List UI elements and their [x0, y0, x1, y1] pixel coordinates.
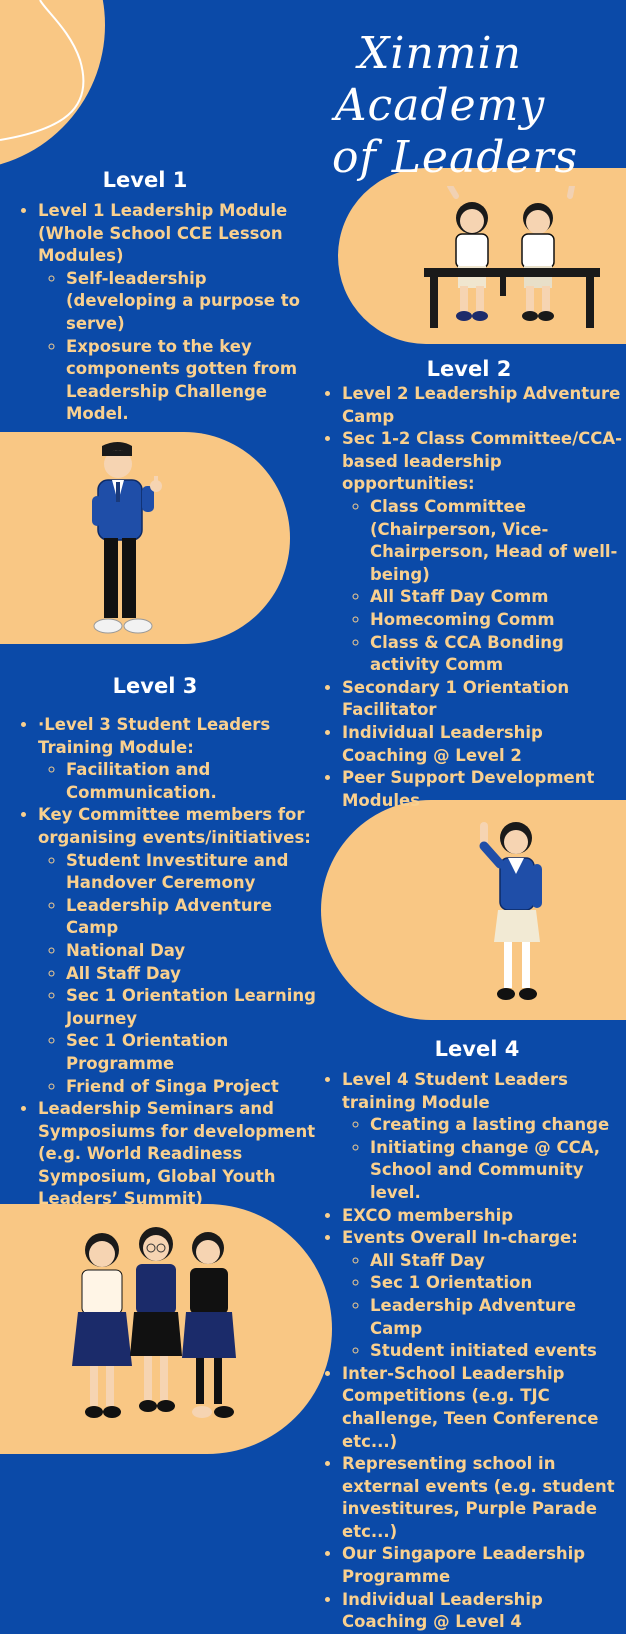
list-item: Leadership Seminars and Symposiums for d…	[38, 1098, 316, 1211]
sub-list-item: Class & CCA Bonding activity Comm	[370, 632, 626, 677]
level3-list: ·Level 3 Student Leaders Training Module…	[16, 714, 316, 1211]
sub-list-item: Student Investiture and Handover Ceremon…	[66, 850, 316, 895]
list-item-text: ·Level 3 Student Leaders Training Module…	[38, 715, 271, 757]
student-right-icon	[521, 186, 575, 321]
list-item: Events Overall In-charge: All Staff Day …	[342, 1227, 626, 1363]
sub-list-item: Homecoming Comm	[370, 609, 626, 632]
student-a-icon	[72, 1233, 132, 1418]
title-line2: of Leaders	[331, 132, 579, 183]
sub-list-item: Self-leadership (developing a purpose to…	[66, 268, 306, 336]
sub-list-item: All Staff Day	[66, 963, 316, 986]
list-item: Individual Leadership Coaching @ Level 2	[342, 722, 626, 767]
sub-list-item: National Day	[66, 940, 316, 963]
list-item-text: Level 4 Student Leaders training Module	[342, 1070, 568, 1112]
level2-list: Level 2 Leadership Adventure Camp Sec 1-…	[320, 383, 626, 812]
level3-section: ·Level 3 Student Leaders Training Module…	[16, 714, 316, 1211]
list-item: ·Level 3 Student Leaders Training Module…	[38, 714, 316, 804]
level4-list: Level 4 Student Leaders training Module …	[320, 1069, 626, 1634]
two-students-at-desk-illustration	[424, 186, 600, 328]
list-item: Individual Leadership Coaching @ Level 4	[342, 1589, 626, 1634]
student-left-icon	[447, 186, 489, 321]
list-item: Secondary 1 Orientation Facilitator	[342, 677, 626, 722]
sub-list-item: Creating a lasting change	[370, 1114, 626, 1137]
page-title: Xinmin Academy of Leaders	[270, 28, 610, 184]
list-item-text: Key Committee members for organising eve…	[38, 805, 311, 847]
level1-heading: Level 1	[102, 168, 188, 192]
list-item: Our Singapore Leadership Programme	[342, 1543, 626, 1588]
sub-list-item: Facilitation and Communication.	[66, 759, 316, 804]
list-item: Inter-School Leadership Competitions (e.…	[342, 1363, 626, 1453]
sub-list-item: Leadership Adventure Camp	[370, 1295, 626, 1340]
sub-list-item: Leadership Adventure Camp	[66, 895, 316, 940]
level2-section: Level 2 Leadership Adventure Camp Sec 1-…	[320, 383, 626, 812]
student-b-icon	[130, 1227, 182, 1412]
student-c-icon	[182, 1232, 236, 1418]
girl-student-waving-illustration	[479, 822, 542, 1000]
list-item-text: Sec 1-2 Class Committee/CCA-based leader…	[342, 429, 622, 494]
sub-list-item: Student initiated events	[370, 1340, 626, 1363]
list-item: Representing school in external events (…	[342, 1453, 626, 1543]
level4-heading: Level 4	[434, 1037, 520, 1061]
desk-icon	[424, 268, 600, 328]
list-item-text: Events Overall In-charge:	[342, 1228, 578, 1248]
sub-list-item: All Staff Day Comm	[370, 586, 626, 609]
level4-section: Level 4 Student Leaders training Module …	[320, 1069, 626, 1634]
sub-list-item: Sec 1 Orientation Programme	[66, 1030, 316, 1075]
swirl-line	[0, 0, 85, 141]
sub-list-item: Initiating change @ CCA, School and Comm…	[370, 1137, 626, 1205]
sub-list-item: Class Committee (Chairperson, Vice-Chair…	[370, 496, 626, 586]
level3b-blob	[321, 800, 626, 1020]
sub-list-item: Sec 1 Orientation	[370, 1272, 626, 1295]
three-students-group-illustration	[72, 1227, 236, 1418]
list-item: Level 2 Leadership Adventure Camp	[342, 383, 626, 428]
title-line1: Xinmin Academy	[334, 28, 546, 131]
level3-heading: Level 3	[112, 674, 198, 698]
list-item: Sec 1-2 Class Committee/CCA-based leader…	[342, 428, 626, 677]
list-item: Level 1 Leadership Module (Whole School …	[38, 200, 306, 426]
level1-section: Level 1 Leadership Module (Whole School …	[16, 200, 306, 426]
level1-list: Level 1 Leadership Module (Whole School …	[16, 200, 306, 426]
list-item: Level 4 Student Leaders training Module …	[342, 1069, 626, 1205]
list-item: Key Committee members for organising eve…	[38, 804, 316, 1098]
level1b-blob	[0, 432, 290, 644]
sub-list-item: Exposure to the key components gotten fr…	[66, 336, 306, 426]
level2-heading: Level 2	[426, 357, 512, 381]
list-item-text: Level 1 Leadership Module (Whole School …	[38, 201, 288, 266]
list-item: Peer Support Development Modules	[342, 767, 626, 812]
sub-list-item: Sec 1 Orientation Learning Journey	[66, 985, 316, 1030]
sub-list-item: Friend of Singa Project	[66, 1076, 316, 1099]
sub-list-item: All Staff Day	[370, 1250, 626, 1273]
boy-student-thumbs-up-illustration	[92, 442, 162, 634]
list-item: EXCO membership	[342, 1205, 626, 1228]
